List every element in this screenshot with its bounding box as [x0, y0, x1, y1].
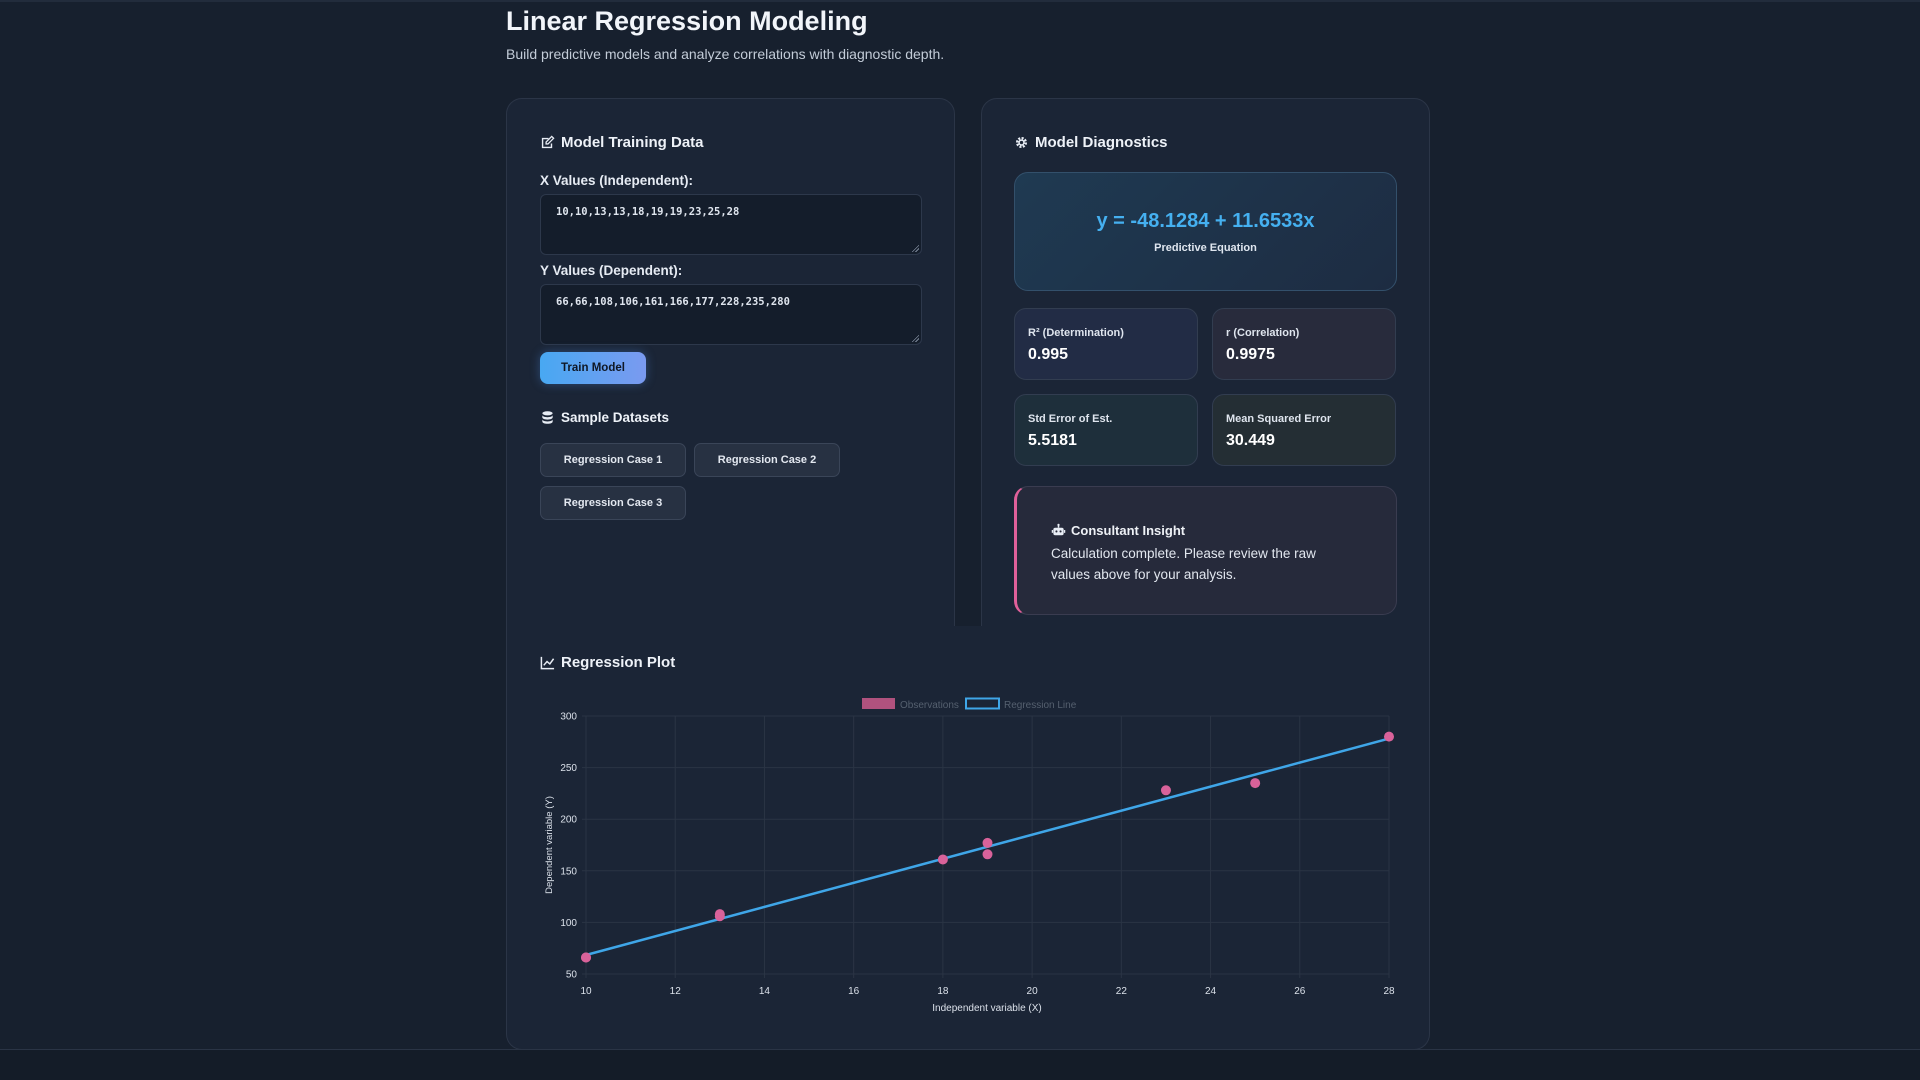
metric-correlation: r (Correlation) 0.9975	[1212, 308, 1396, 380]
metric-std-error: Std Error of Est. 5.5181	[1014, 394, 1198, 466]
observation-point	[1250, 778, 1261, 789]
line-chart-icon	[540, 655, 555, 670]
x-tick-label: 22	[1116, 986, 1128, 997]
training-card-title: Model Training Data	[540, 134, 704, 151]
sample-regression-case-1-button[interactable]: Regression Case 1	[540, 443, 686, 477]
edit-icon	[540, 135, 555, 150]
top-border	[0, 0, 1920, 2]
resize-grip-icon[interactable]	[911, 334, 919, 342]
train-model-button[interactable]: Train Model	[540, 352, 646, 384]
metric-label: r (Correlation)	[1226, 327, 1300, 339]
x-values-label: X Values (Independent):	[540, 173, 694, 188]
resize-grip-icon[interactable]	[911, 244, 919, 252]
chart-series	[581, 731, 1394, 963]
diagnostics-card-title: Model Diagnostics	[1014, 134, 1168, 151]
sample-datasets-title: Sample Datasets	[540, 410, 669, 425]
legend-observations-swatch	[862, 698, 895, 709]
observation-point	[982, 837, 993, 848]
sample-regression-case-3-button[interactable]: Regression Case 3	[540, 486, 686, 520]
y-tick-label: 100	[560, 918, 577, 929]
page-title: Linear Regression Modeling	[506, 6, 868, 36]
metric-value: 0.995	[1028, 346, 1069, 363]
y-tick-label: 150	[560, 866, 577, 877]
x-tick-label: 28	[1383, 986, 1395, 997]
footer-divider	[0, 1049, 1920, 1050]
x-tick-label: 16	[848, 986, 860, 997]
chart-legend: Observations Regression Line	[862, 697, 1077, 711]
legend-regression-line-swatch	[965, 697, 1000, 710]
legend-observations-label: Observations	[900, 700, 959, 711]
observation-point	[1384, 731, 1394, 742]
database-icon	[540, 410, 555, 425]
y-tick-label: 250	[560, 763, 577, 774]
x-values-text: 10,10,13,13,18,19,19,23,25,28	[556, 206, 740, 218]
regression-plot-card	[506, 626, 1430, 1050]
metric-value: 5.5181	[1028, 432, 1077, 449]
observation-point	[937, 854, 948, 865]
x-tick-label: 10	[580, 986, 592, 997]
training-card-title-text: Model Training Data	[561, 134, 704, 151]
legend-regression-line-label: Regression Line	[1004, 700, 1077, 711]
observation-point	[982, 849, 993, 860]
x-tick-label: 18	[937, 986, 949, 997]
footer-bar	[0, 1050, 1920, 1080]
y-axis-ticks: 50 100 150 200 250 300	[560, 712, 577, 981]
plot-card-title-text: Regression Plot	[561, 654, 676, 671]
sample-regression-case-2-button[interactable]: Regression Case 2	[694, 443, 840, 477]
insight-title: Consultant Insight	[1051, 523, 1185, 538]
x-tick-label: 14	[759, 986, 771, 997]
y-values-input[interactable]: 66,66,108,106,161,166,177,228,235,280	[540, 284, 922, 345]
observation-point	[714, 911, 725, 922]
x-axis-ticks: 10 12 14 16 18 20 22 24 26 28	[580, 986, 1395, 997]
y-tick-label: 50	[566, 970, 578, 981]
metric-value: 30.449	[1226, 432, 1275, 449]
observation-point	[581, 952, 591, 963]
metric-value: 0.9975	[1226, 346, 1275, 363]
page-subtitle: Build predictive models and analyze corr…	[506, 46, 945, 62]
observation-point	[1160, 785, 1171, 796]
x-tick-label: 12	[670, 986, 682, 997]
x-tick-label: 20	[1027, 986, 1039, 997]
sample-datasets-title-text: Sample Datasets	[561, 410, 670, 425]
robot-icon	[1051, 523, 1066, 538]
y-values-text: 66,66,108,106,161,166,177,228,235,280	[556, 296, 790, 308]
regression-equation: y = -48.1284 + 11.6533x	[1096, 210, 1315, 232]
insight-title-text: Consultant Insight	[1071, 523, 1186, 538]
metric-label: Std Error of Est.	[1028, 413, 1113, 425]
x-values-input[interactable]: 10,10,13,13,18,19,19,23,25,28	[540, 194, 922, 255]
gear-icon	[1014, 135, 1029, 150]
y-values-label: Y Values (Dependent):	[540, 263, 683, 278]
metric-label: Mean Squared Error	[1226, 413, 1332, 425]
y-tick-label: 200	[560, 815, 577, 826]
regression-chart: Observations Regression Line 10 12 14 16 18 2…	[544, 697, 1395, 1014]
metric-r-squared: R² (Determination) 0.995	[1014, 308, 1198, 380]
equation-caption: Predictive Equation	[1154, 242, 1257, 254]
equation-panel: y = -48.1284 + 11.6533x Predictive Equat…	[1014, 172, 1397, 291]
x-axis-label: Independent variable (X)	[932, 1003, 1042, 1014]
metric-label: R² (Determination)	[1028, 327, 1124, 339]
y-tick-label: 300	[560, 712, 577, 723]
metric-mse: Mean Squared Error 30.449	[1212, 394, 1396, 466]
x-tick-label: 26	[1294, 986, 1306, 997]
consultant-insight-panel: Consultant Insight Calculation complete.…	[1014, 486, 1397, 615]
y-axis-label: Dependent variable (Y)	[544, 796, 555, 894]
chart-grid	[582, 715, 1390, 978]
plot-card-title: Regression Plot	[540, 654, 675, 671]
x-tick-label: 24	[1205, 986, 1217, 997]
insight-text: Calculation complete. Please review the …	[1051, 546, 1316, 582]
diagnostics-card-title-text: Model Diagnostics	[1035, 134, 1168, 151]
